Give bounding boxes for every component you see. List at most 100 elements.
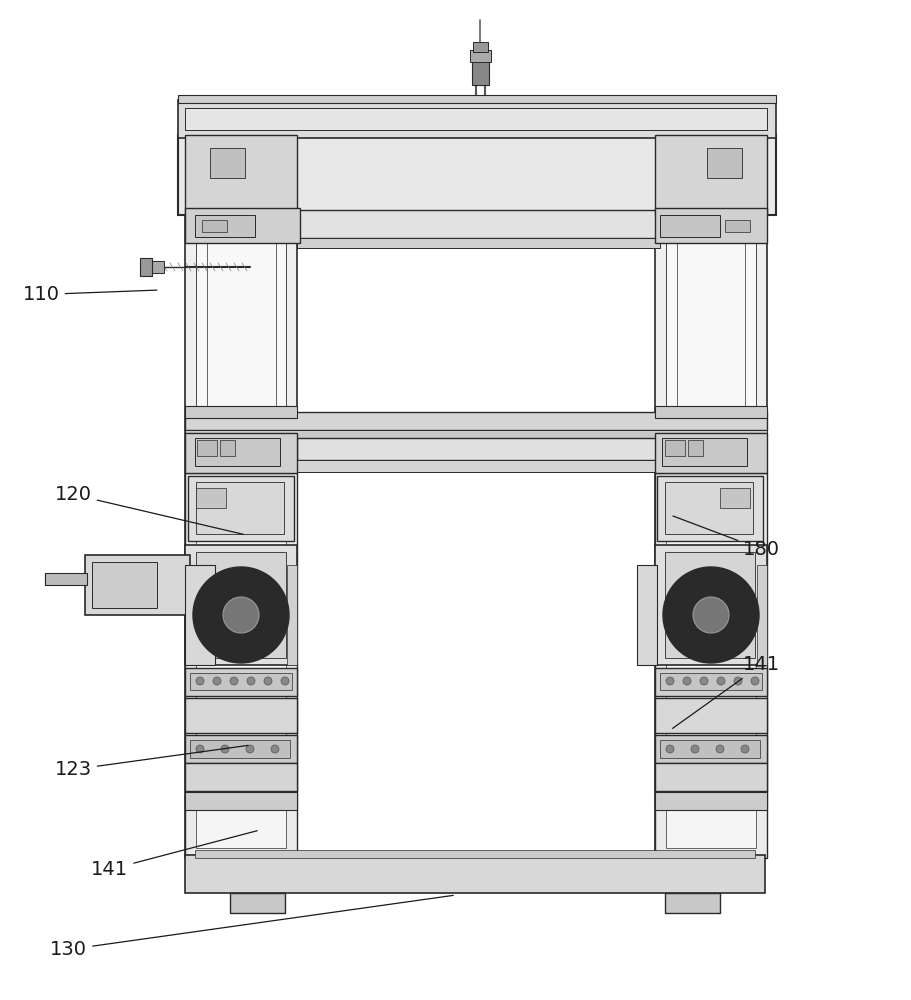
Bar	[185, 210, 297, 858]
Bar	[185, 412, 766, 430]
Bar	[185, 855, 764, 893]
Bar	[230, 893, 284, 913]
Bar	[687, 440, 702, 456]
Bar	[220, 440, 235, 456]
Text: 141: 141	[671, 655, 780, 728]
Bar	[195, 438, 280, 466]
Bar	[756, 565, 766, 665]
Bar	[654, 545, 766, 665]
Circle shape	[682, 677, 691, 685]
Circle shape	[665, 677, 673, 685]
Bar	[654, 792, 766, 810]
Bar	[185, 735, 297, 763]
Text: 120: 120	[55, 485, 243, 534]
Bar	[661, 438, 746, 466]
Circle shape	[220, 745, 229, 753]
Bar	[706, 148, 742, 178]
Bar	[188, 476, 293, 541]
Bar	[654, 668, 766, 696]
Bar	[664, 893, 719, 913]
Bar	[636, 565, 656, 665]
Bar	[654, 473, 766, 858]
Bar	[719, 488, 749, 508]
Circle shape	[213, 677, 220, 685]
Circle shape	[193, 567, 289, 663]
Bar	[724, 220, 749, 232]
Circle shape	[281, 677, 289, 685]
Circle shape	[230, 677, 238, 685]
Bar	[140, 258, 152, 276]
Circle shape	[692, 597, 728, 633]
Bar	[185, 545, 297, 665]
Bar	[185, 208, 300, 243]
Bar	[201, 220, 227, 232]
Bar	[660, 673, 762, 690]
Bar	[664, 552, 754, 658]
Bar	[85, 555, 189, 615]
Bar	[196, 483, 286, 848]
Bar	[178, 135, 775, 215]
Bar	[297, 210, 660, 238]
Bar	[189, 740, 290, 758]
Bar	[297, 472, 660, 857]
Bar	[185, 433, 297, 473]
Bar	[472, 60, 488, 85]
Bar	[665, 220, 755, 848]
Bar	[654, 135, 766, 215]
Bar	[185, 135, 297, 215]
Bar	[654, 208, 766, 243]
Bar	[178, 95, 775, 103]
Bar	[195, 850, 754, 858]
Circle shape	[246, 745, 254, 753]
Bar	[185, 698, 297, 733]
Circle shape	[740, 745, 748, 753]
Bar	[660, 215, 719, 237]
Bar	[92, 562, 157, 608]
Bar	[297, 238, 660, 248]
Bar	[148, 261, 164, 273]
Circle shape	[263, 677, 271, 685]
Bar	[197, 440, 217, 456]
Bar	[656, 476, 763, 541]
Circle shape	[750, 677, 758, 685]
Circle shape	[223, 597, 259, 633]
Bar	[469, 50, 490, 62]
Circle shape	[733, 677, 742, 685]
Text: 123: 123	[55, 745, 248, 779]
Text: 130: 130	[50, 895, 453, 959]
Bar	[178, 100, 775, 138]
Circle shape	[196, 745, 204, 753]
Bar	[654, 406, 766, 418]
Circle shape	[662, 567, 758, 663]
Bar	[185, 108, 766, 130]
Bar	[473, 42, 487, 52]
Bar	[185, 473, 297, 858]
Bar	[294, 140, 660, 870]
Bar	[297, 460, 660, 472]
Circle shape	[716, 677, 724, 685]
Bar	[196, 552, 286, 658]
Bar	[664, 482, 752, 534]
Bar	[196, 482, 283, 534]
Bar	[664, 440, 684, 456]
Bar	[654, 433, 766, 473]
Circle shape	[700, 677, 707, 685]
Bar	[210, 148, 245, 178]
Text: 141: 141	[91, 831, 257, 879]
Text: 180: 180	[672, 516, 780, 559]
Bar	[195, 215, 255, 237]
Bar	[287, 565, 297, 665]
Bar	[654, 698, 766, 733]
Bar	[665, 483, 755, 848]
Circle shape	[271, 745, 279, 753]
Bar	[185, 406, 297, 418]
Bar	[654, 735, 766, 763]
Bar	[297, 248, 660, 413]
Bar	[185, 668, 297, 696]
Circle shape	[691, 745, 698, 753]
Bar	[189, 673, 292, 690]
Text: 110: 110	[23, 285, 157, 304]
Bar	[297, 438, 660, 460]
Bar	[654, 763, 766, 791]
Bar	[185, 430, 766, 438]
